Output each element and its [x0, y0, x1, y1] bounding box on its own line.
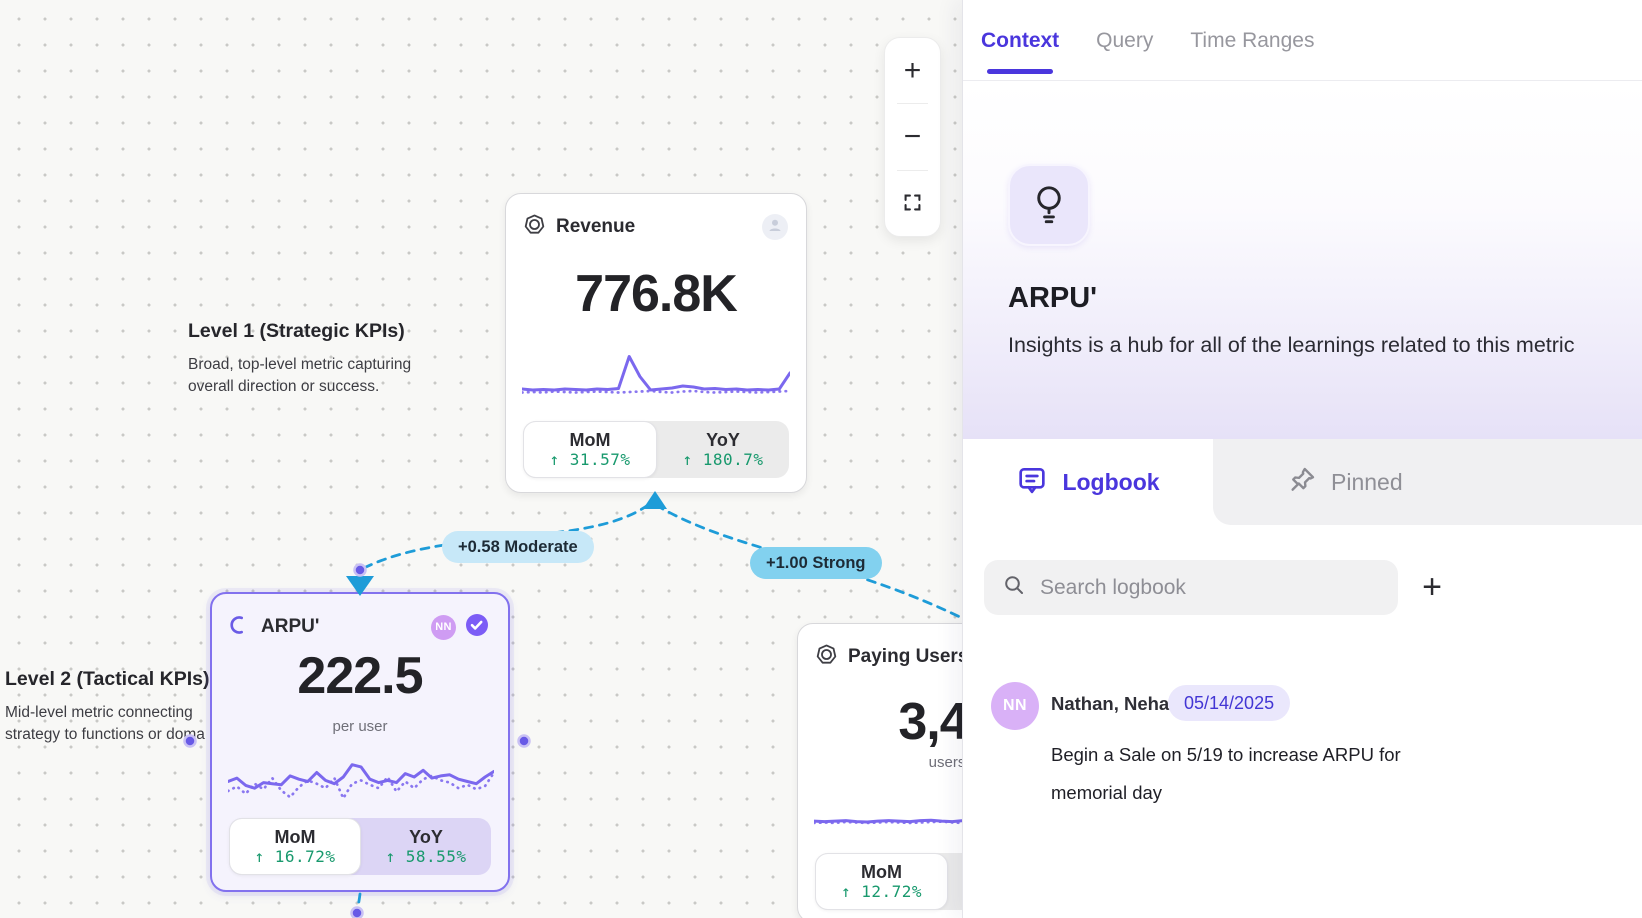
metric-card-arpu[interactable]: ARPU' NN 222.5 per user MoM ↑ 16.72% YoY…	[210, 592, 510, 892]
edge-handle[interactable]	[517, 734, 531, 748]
yoy-value: ↑ 180.7%	[682, 450, 764, 469]
tab-logbook[interactable]: Logbook	[963, 439, 1213, 525]
mom-value: ↑ 12.72%	[840, 882, 923, 901]
edge-handle[interactable]	[350, 906, 364, 918]
metric-value: 776.8K	[575, 265, 738, 323]
arrowhead-into-revenue	[643, 491, 667, 509]
metric-detail-panel: Context Query Time Ranges ARPU' Insights…	[962, 0, 1642, 918]
sparkline-chart	[228, 763, 494, 802]
tab-context[interactable]: Context	[981, 0, 1059, 81]
mom-label: MoM	[569, 430, 611, 450]
mom-segment[interactable]: MoM ↑ 16.72%	[229, 818, 361, 875]
metric-tree-canvas[interactable]: +0.58 Moderate +1.00 Strong + − Level 1 …	[0, 0, 963, 918]
yoy-value: ↑ 58.55%	[385, 847, 467, 866]
logbook-entry[interactable]: NN Nathan, Neha 05/14/2025 Begin a Sale …	[963, 680, 1642, 860]
card-title: Revenue	[556, 216, 636, 237]
correlation-badge-strong[interactable]: +1.00 Strong	[750, 547, 882, 579]
metric-description: Insights is a hub for all of the learnin…	[1008, 333, 1575, 357]
search-icon	[1002, 573, 1026, 602]
zoom-out-button[interactable]: −	[903, 119, 922, 153]
card-title: Paying Users'	[848, 646, 963, 667]
lightbulb-icon	[1027, 181, 1071, 230]
collaborator-avatar: NN	[431, 614, 456, 640]
sparkline-chart	[522, 355, 790, 394]
divider	[897, 103, 928, 105]
level-2-description-line: strategy to functions or doma	[5, 726, 205, 743]
verified-badge-icon	[464, 612, 490, 643]
mom-label: MoM	[274, 827, 316, 847]
yoy-label: YoY	[409, 827, 443, 847]
mom-yoy-toggle: MoM ↑ 12.72%	[815, 853, 963, 910]
card-title: ARPU'	[261, 616, 320, 637]
metric-value: 222.5	[297, 647, 423, 705]
logbook-chat-icon	[1016, 464, 1048, 501]
level-2-title: Level 2 (Tactical KPIs)	[5, 668, 210, 690]
metric-badge-icon	[816, 644, 837, 670]
card-header: Revenue	[506, 194, 806, 252]
sparkline-chart	[814, 818, 963, 825]
entry-text: Begin a Sale on 5/19 to increase ARPU fo…	[1051, 744, 1401, 803]
edge-arpu-child	[355, 892, 362, 914]
search-input[interactable]	[1040, 575, 1380, 600]
level-1-description-line: Broad, top-level metric capturing	[188, 356, 412, 373]
logbook-search-box[interactable]	[984, 560, 1398, 615]
yoy-segment[interactable]	[948, 853, 963, 910]
panel-tab-bar: Context Query Time Ranges	[963, 0, 1642, 81]
owner-avatar	[762, 214, 788, 240]
add-log-entry-button[interactable]: +	[1411, 566, 1453, 608]
zoom-in-button[interactable]: +	[903, 53, 922, 87]
pin-icon	[1287, 465, 1317, 500]
mom-yoy-toggle: MoM ↑ 31.57% YoY ↑ 180.7%	[523, 421, 789, 478]
fullscreen-icon	[903, 186, 922, 220]
mom-value: ↑ 31.57%	[549, 450, 631, 469]
metric-value: 3,49	[898, 693, 963, 751]
level-1-title: Level 1 (Strategic KPIs)	[188, 320, 405, 342]
logbook-search-row: +	[963, 560, 1642, 615]
yoy-segment[interactable]: YoY ↑ 58.55%	[361, 818, 491, 875]
correlation-badge-moderate[interactable]: +0.58 Moderate	[442, 531, 594, 563]
logbook-label: Logbook	[1062, 468, 1160, 495]
logbook-pinned-tabs: Logbook Pinned	[963, 439, 1642, 525]
level-1-description-line: overall direction or success.	[188, 378, 380, 395]
insight-icon-box	[1008, 164, 1090, 246]
mom-segment[interactable]: MoM ↑ 31.57%	[523, 421, 657, 478]
metric-hero-section: ARPU' Insights is a hub for all of the l…	[963, 82, 1642, 439]
author-avatar: NN	[991, 682, 1039, 730]
entry-date-badge: 05/14/2025	[1168, 685, 1291, 721]
mom-yoy-toggle: MoM ↑ 16.72% YoY ↑ 58.55%	[229, 818, 491, 875]
fit-view-button[interactable]	[885, 171, 940, 236]
person-icon	[766, 216, 784, 239]
canvas-zoom-controls: + −	[884, 37, 941, 237]
metric-badge-icon	[524, 214, 545, 240]
card-header: ARPU' NN	[212, 594, 508, 652]
metric-unit: per user	[332, 718, 388, 735]
mom-value: ↑ 16.72%	[254, 847, 336, 866]
level-1-label: Level 1 (Strategic KPIs) Broad, top-leve…	[188, 320, 458, 398]
metric-card-paying-users[interactable]: Paying Users' 3,49 users MoM ↑ 12.72%	[797, 623, 963, 918]
tab-pinned[interactable]: Pinned	[1213, 439, 1642, 525]
level-2-description-line: Mid-level metric connecting	[5, 704, 193, 721]
mom-label: MoM	[861, 862, 902, 882]
card-header: Paying Users'	[798, 624, 963, 682]
mom-segment[interactable]: MoM ↑ 12.72%	[815, 853, 948, 910]
divider	[897, 169, 928, 171]
yoy-label: YoY	[706, 430, 740, 450]
yoy-segment[interactable]: YoY ↑ 180.7%	[657, 421, 789, 478]
pinned-label: Pinned	[1331, 468, 1403, 495]
tab-time-ranges[interactable]: Time Ranges	[1190, 28, 1315, 52]
tab-query[interactable]: Query	[1096, 28, 1154, 52]
metric-card-revenue[interactable]: Revenue 776.8K MoM ↑ 31.57% YoY ↑ 180.7%	[505, 193, 807, 493]
edge-handle[interactable]	[353, 563, 367, 577]
entry-author: Nathan, Neha	[1051, 693, 1170, 714]
metric-title: ARPU'	[1008, 282, 1098, 314]
crescent-loading-icon	[230, 615, 250, 640]
level-2-label: Level 2 (Tactical KPIs) Mid-level metric…	[5, 668, 235, 746]
metric-unit: users	[928, 754, 963, 771]
